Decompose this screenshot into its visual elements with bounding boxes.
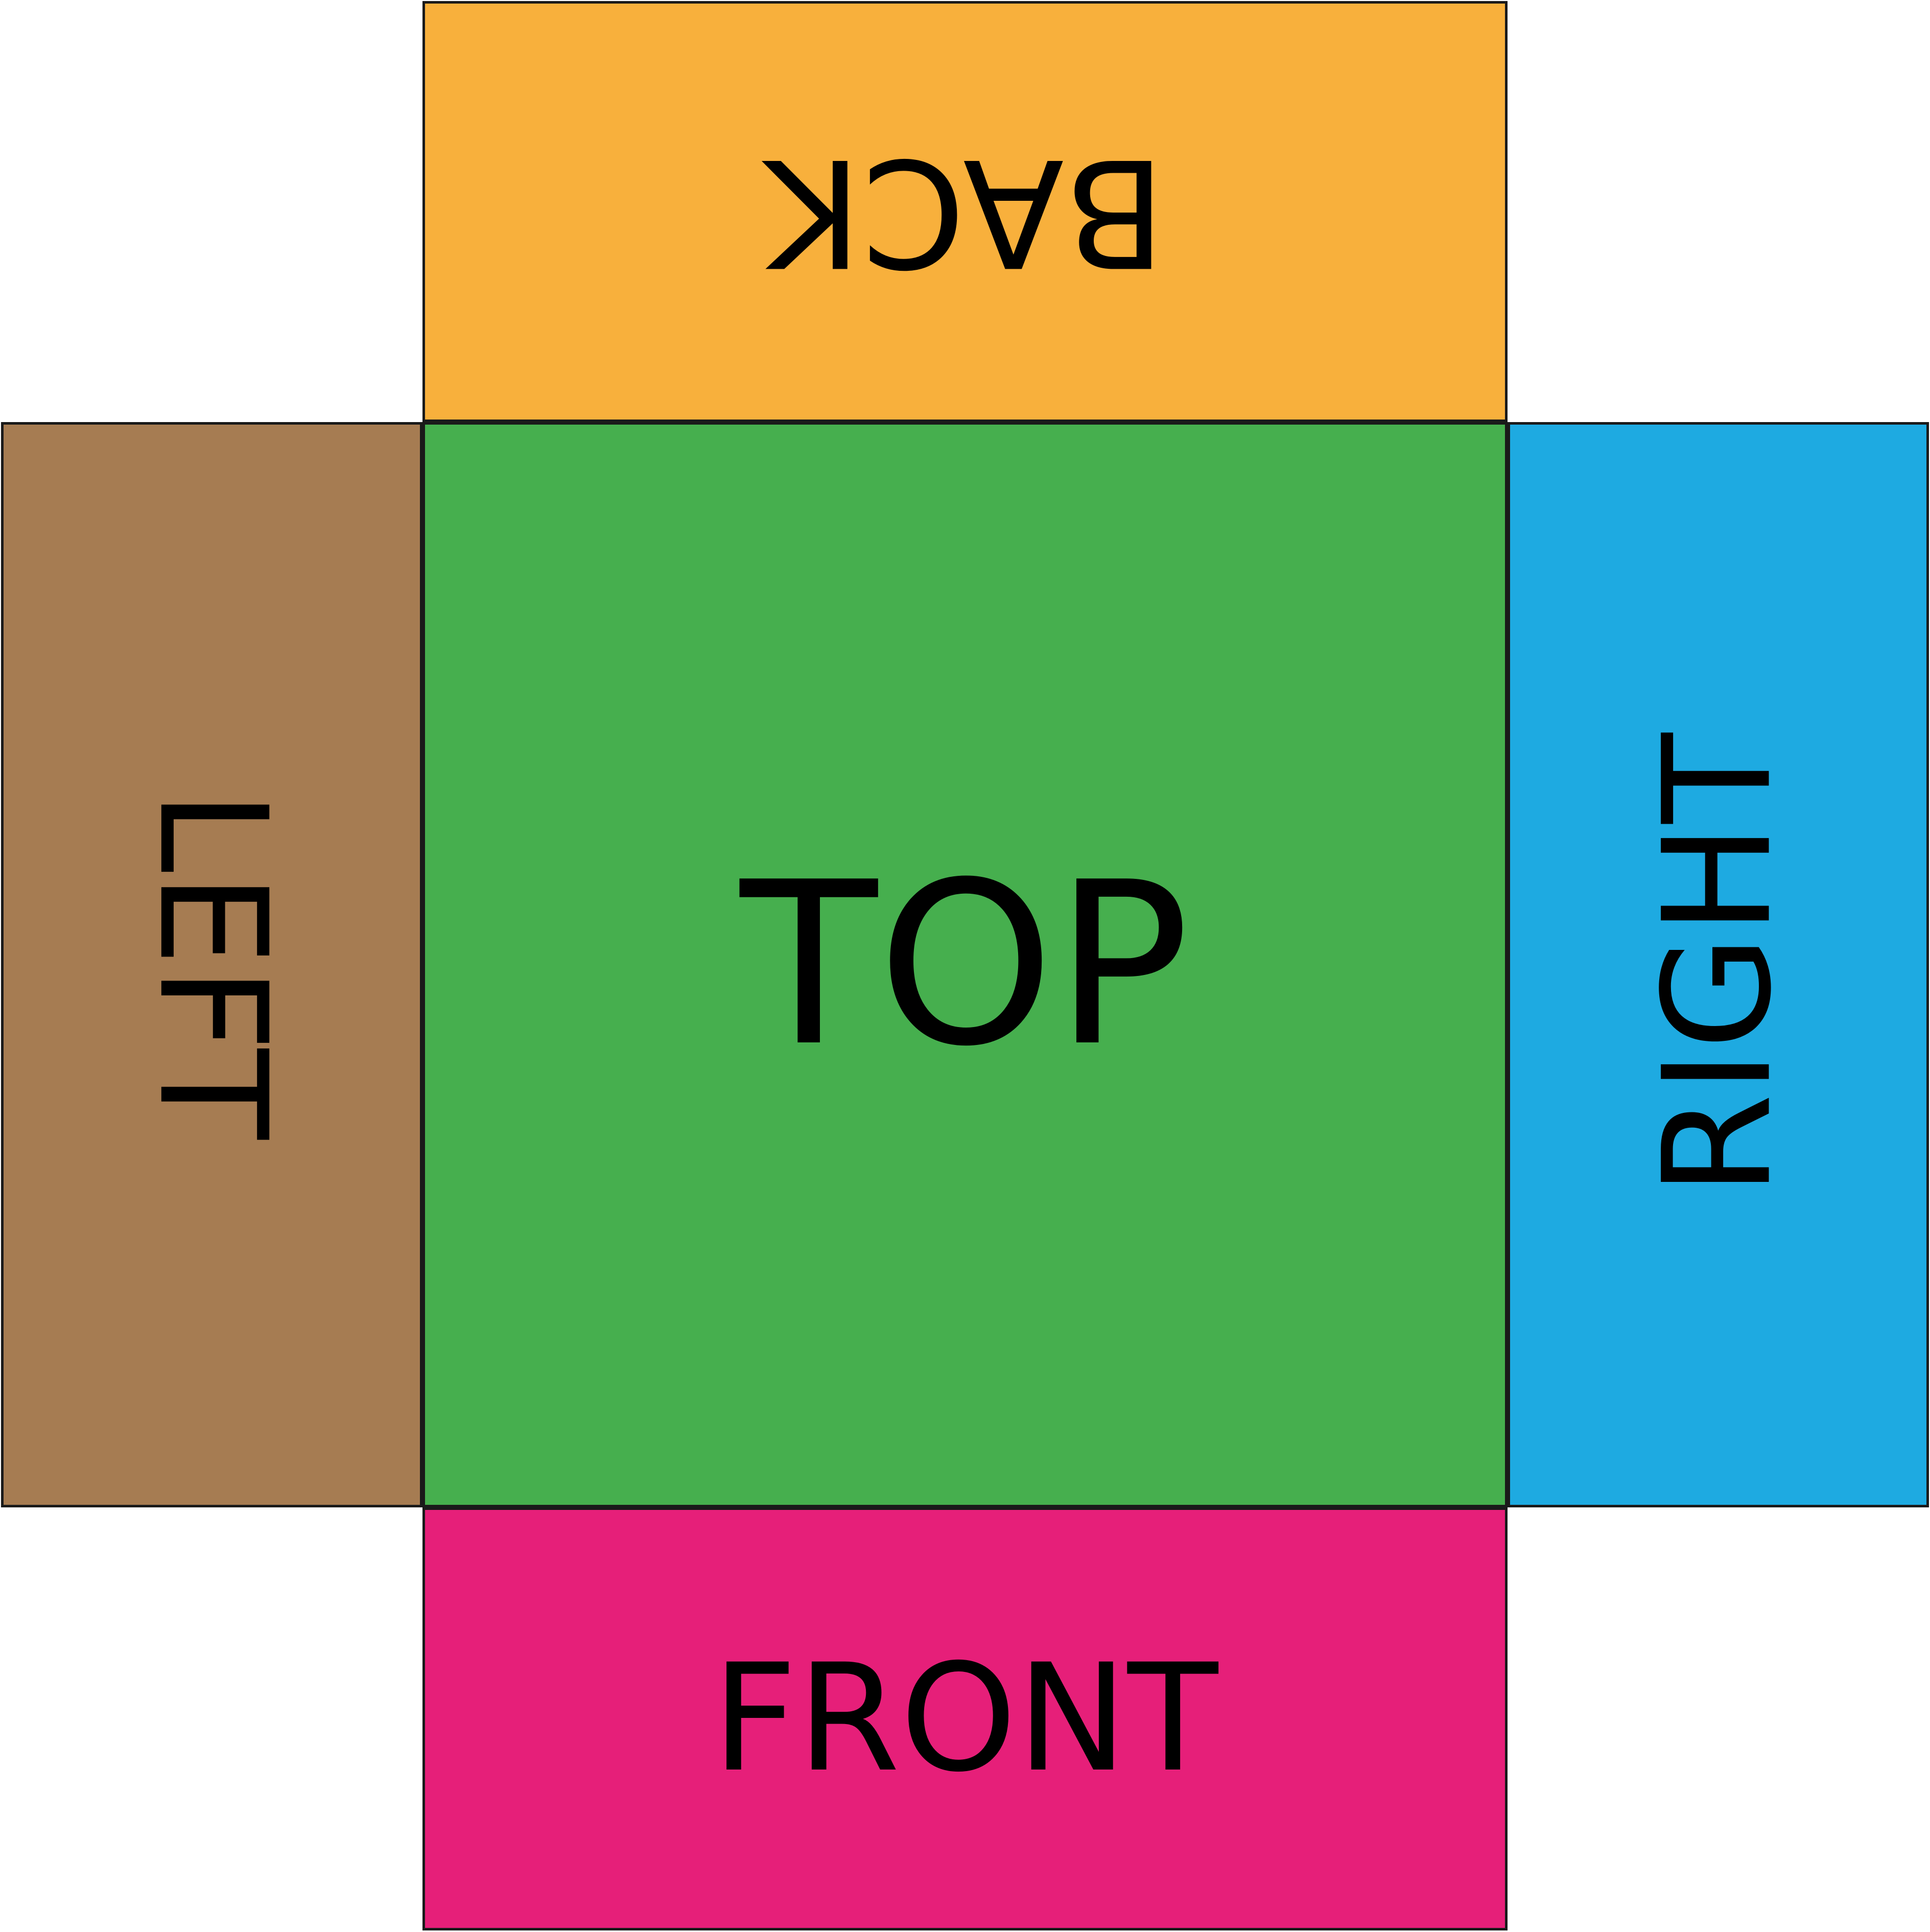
- face-front-label: FRONT: [712, 1633, 1218, 1805]
- face-top-label: TOP: [740, 834, 1190, 1096]
- face-left: LEFT: [1, 422, 422, 1507]
- face-right-label: RIGHT: [1632, 733, 1804, 1197]
- face-right: RIGHT: [1508, 422, 1929, 1507]
- face-top: TOP: [422, 422, 1508, 1507]
- face-back: BACK: [422, 1, 1508, 422]
- face-front: FRONT: [422, 1507, 1508, 1930]
- face-back-label: BACK: [764, 126, 1166, 298]
- face-left-label: LEFT: [126, 790, 298, 1139]
